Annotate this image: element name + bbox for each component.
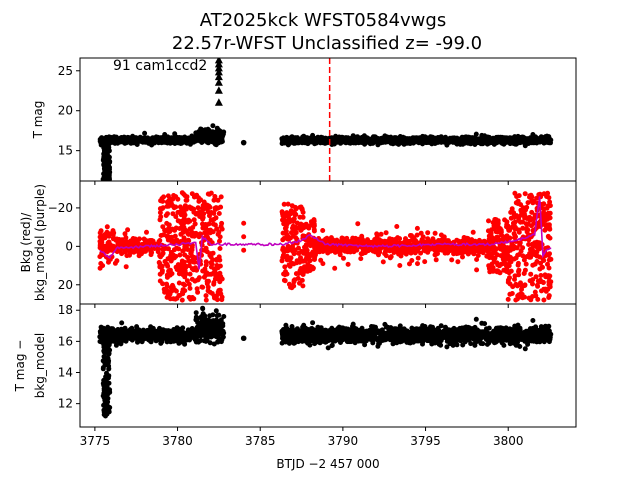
bkg-panel: −20 0 20 Bkg (red)/ bkg_model (purple) xyxy=(19,180,577,305)
diff-frame xyxy=(79,303,577,428)
diff-y-ticks: 12 14 16 18 xyxy=(58,303,80,411)
diff-points xyxy=(97,305,554,419)
y-tick-label: −20 xyxy=(48,201,73,215)
diff-ylabel-line-2: bkg_model xyxy=(33,333,47,399)
diff-data xyxy=(97,305,554,419)
tmag-ylabel: T mag xyxy=(31,101,45,140)
tmag-isolated-point xyxy=(240,139,247,146)
y-tick-label: 25 xyxy=(58,64,73,78)
x-tick-label: 3800 xyxy=(493,434,524,448)
upper-limit-triangle xyxy=(214,59,223,68)
upper-limit-triangle xyxy=(214,86,223,94)
sector-annotation: 91 cam1ccd2 xyxy=(113,58,207,74)
upper-limit-triangle xyxy=(214,58,223,64)
upper-limit-triangle xyxy=(214,67,223,76)
bkg-y-ticks: −20 0 20 xyxy=(48,201,80,292)
upper-limit-triangle xyxy=(214,78,223,86)
y-tick-label: 0 xyxy=(65,239,73,253)
bkg-data xyxy=(97,190,554,303)
tmag-points xyxy=(97,123,554,181)
bkg-model-line xyxy=(99,196,552,270)
y-tick-label: 20 xyxy=(58,104,73,118)
title-line-1: AT2025kck WFST0584vwgs xyxy=(200,10,446,31)
bkg-isolated-point xyxy=(241,234,247,240)
bkg-isolated-point xyxy=(241,220,247,226)
diff-isolated-point xyxy=(240,335,247,342)
x-ticks: 3775 3780 3785 3790 3795 3800 xyxy=(80,181,524,448)
y-tick-label: 12 xyxy=(58,397,73,411)
tmag-frame xyxy=(79,57,577,182)
tmag-y-ticks: 15 20 25 xyxy=(58,64,80,158)
upper-limit-triangle xyxy=(214,72,223,81)
x-tick-label: 3795 xyxy=(410,434,441,448)
y-tick-label: 15 xyxy=(58,144,73,158)
x-tick-label: 3785 xyxy=(245,434,276,448)
title-line-2: 22.57r-WFST Unclassified z= -99.0 xyxy=(172,33,482,54)
bkg-points xyxy=(97,190,554,303)
diff-ylabel-line-1: T mag − xyxy=(13,340,27,393)
x-axis-label: BTJD −2 457 000 xyxy=(276,457,379,471)
upper-limit-triangle xyxy=(214,98,223,106)
x-tick-label: 3780 xyxy=(162,434,193,448)
bkg-ylabel-line-2: bkg_model (purple) xyxy=(33,184,47,301)
diff-panel: 12 14 16 18 3775 3780 3785 3790 3795 3800 T mag … xyxy=(13,181,577,471)
bkg-ylabel-line-1: Bkg (red)/ xyxy=(19,212,33,273)
y-tick-label: 18 xyxy=(58,303,73,317)
y-tick-label: 14 xyxy=(58,366,73,380)
x-tick-label: 3775 xyxy=(80,434,111,448)
x-tick-label: 3790 xyxy=(328,434,359,448)
bkg-isolated-point xyxy=(241,247,247,253)
upper-limit-triangle xyxy=(214,63,223,72)
tmag-data xyxy=(97,58,554,181)
tmag-panel: 15 20 25 91 cam1ccd2 T mag xyxy=(31,57,577,182)
y-tick-label: 16 xyxy=(58,334,73,348)
y-tick-label: 20 xyxy=(58,278,73,292)
